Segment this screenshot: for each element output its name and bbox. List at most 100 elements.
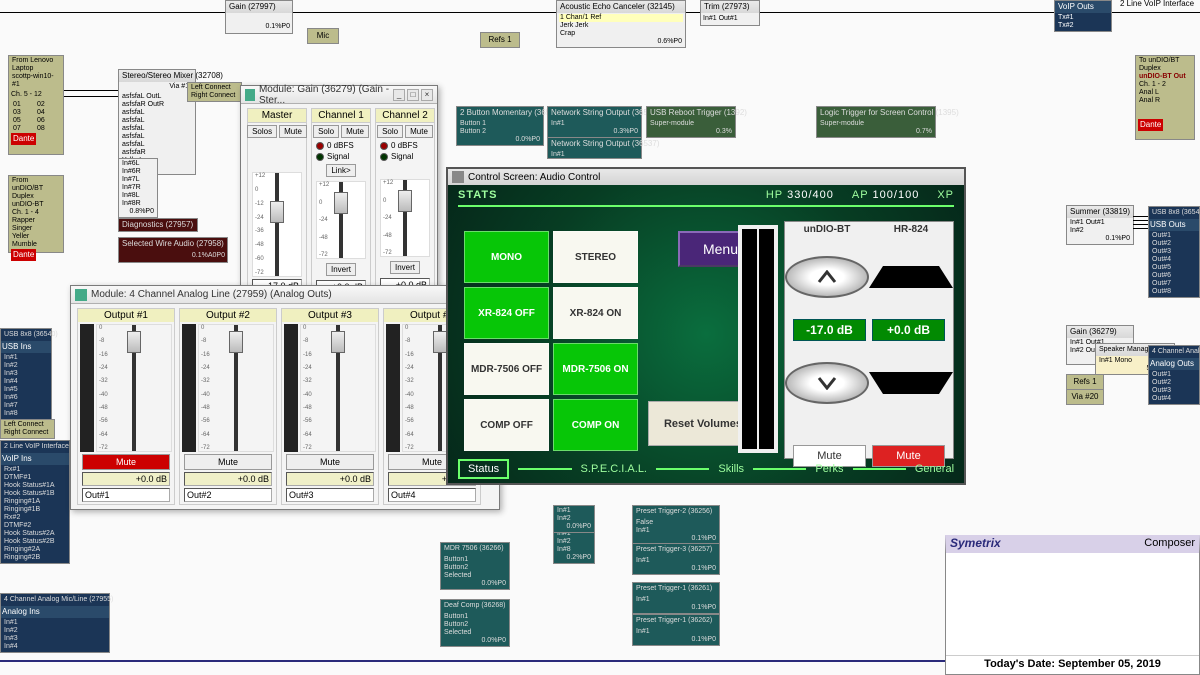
window-title: Module: Gain (36279) (Gain - Ster... [259, 84, 391, 106]
gain-window[interactable]: Module: Gain (36279) (Gain - Ster... _ □… [240, 85, 438, 318]
t: Preset Trigger-1 (36262) [633, 615, 719, 627]
node-selwire[interactable]: Selected Wire Audio (27958) 0.1%A0P0 [118, 237, 228, 263]
vol-down-left[interactable] [785, 362, 869, 404]
node-netstr[interactable]: Network String Output (36536) In#10.3%P0 [547, 106, 642, 138]
control-screen-window[interactable]: Control Screen: Audio Control STATS HP33… [446, 167, 966, 485]
b: Button1Button2Selected0.0%P0 [441, 555, 509, 589]
mode-button[interactable]: STEREO [553, 231, 638, 283]
node-usb8x8-r[interactable]: USB 8x8 (36541) USB Outs Out#1Out#2Out#3… [1148, 206, 1200, 298]
window-titlebar[interactable]: Module: 4 Channel Analog Line (27959) (A… [71, 286, 499, 304]
node-trim[interactable]: Trim (27973) In#1 Out#1 [700, 0, 760, 26]
mode-button[interactable]: MONO [464, 231, 549, 283]
body: 1 Chan/1 Ref Jerk Jerk Crap 0.6%P0 [557, 13, 685, 47]
spk-left-label: unDIO-BT [785, 222, 869, 237]
node-pt2[interactable]: Preset Trigger-3 (36257) In#10.1%P0 [632, 543, 720, 575]
s: USB Ins [1, 341, 51, 353]
invert-button[interactable]: Invert [390, 261, 420, 274]
fader[interactable]: 0-8-16-24-32-40-48-56-64-72 [300, 324, 376, 452]
node-btn-mom[interactable]: 2 Button Momentary (36535) Button 1Butto… [456, 106, 544, 146]
node-lr[interactable]: Left ConnectRight Connect [187, 82, 242, 102]
node-lr2[interactable]: Left ConnectRight Connect [0, 419, 55, 439]
tab-skills[interactable]: Skills [718, 463, 744, 475]
node-mixer-extra[interactable]: In#6LIn#6R In#7LIn#7R In#8LIn#8R 0.8%P0 [118, 158, 158, 218]
mode-button[interactable]: COMP OFF [464, 399, 549, 451]
vol-down-right[interactable] [869, 372, 953, 394]
node-pt3[interactable]: Preset Trigger-1 (36261) In#10.1%P0 [632, 582, 720, 614]
node-deaf[interactable]: Deaf Comp (36268) Button1Button2Selected… [440, 599, 510, 647]
solo-button[interactable]: Solo [313, 125, 339, 138]
meter [386, 324, 400, 452]
mode-button[interactable]: XR-824 ON [553, 287, 638, 339]
out[interactable]: Out#3 [286, 488, 374, 502]
node-mux[interactable]: In#1In#2In#80.2%P0 [553, 528, 595, 564]
divider [458, 205, 954, 207]
fader[interactable]: 0-8-16-24-32-40-48-56-64-72 [96, 324, 172, 452]
invert-button[interactable]: Invert [326, 263, 356, 276]
mode-button[interactable]: MDR-7506 ON [553, 343, 638, 395]
out[interactable]: Out#1 [82, 488, 170, 502]
node-pt4[interactable]: Preset Trigger-1 (36262) In#10.1%P0 [632, 614, 720, 646]
minimize-button[interactable]: _ [393, 89, 405, 101]
b: To unDIO/BT Duplex unDIO-BT Out Ch. 1 - … [1136, 56, 1194, 132]
analog-out-window[interactable]: Module: 4 Channel Analog Line (27959) (A… [70, 285, 500, 510]
t: Gain (36279) [1067, 326, 1133, 338]
mute-button[interactable]: Mute [341, 125, 369, 138]
window-titlebar[interactable]: Control Screen: Audio Control [448, 169, 964, 185]
node-refs1b[interactable]: Refs 1 [1066, 374, 1104, 390]
node-undio-to[interactable]: To unDIO/BT Duplex unDIO-BT Out Ch. 1 - … [1135, 55, 1195, 140]
node-mdr[interactable]: MDR 7506 (36266) Button1Button2Selected0… [440, 542, 510, 590]
solos-button[interactable]: Solos [247, 125, 277, 138]
t: Deaf Comp (36268) [441, 600, 509, 612]
out[interactable]: Out#4 [388, 488, 476, 502]
node-voip2[interactable]: 2 Line VoIP Interface (3 VoIP Ins Rx#1DT… [0, 440, 70, 564]
node-via20[interactable]: Via #20 [1066, 389, 1104, 405]
node-mux2[interactable]: In#1In#20.0%P0 [553, 505, 595, 533]
link-button[interactable]: Link> [326, 164, 355, 177]
node-echo[interactable]: Acoustic Echo Canceler (32145) 1 Chan/1 … [556, 0, 686, 48]
b: Button 1Button 20.0%P0 [457, 119, 543, 145]
node-pt1[interactable]: Preset Trigger-2 (36256) FalseIn#10.1%P0 [632, 505, 720, 545]
db-readout: +0.0 dB [286, 472, 374, 486]
mute-button[interactable]: Mute [279, 125, 307, 138]
mute-button[interactable]: Mute [286, 454, 374, 470]
channel-2: Channel 2 SoloMute 0 dBFS Signal +120-24… [375, 108, 435, 313]
vol-up-right[interactable] [869, 266, 953, 288]
node-lenovo[interactable]: From Lenovo Laptop scottp-win10-#1 Ch. 5… [8, 55, 64, 155]
maximize-button[interactable]: □ [407, 89, 419, 101]
node-mic[interactable]: Mic [307, 28, 339, 44]
node-logictrig[interactable]: Logic Trigger for Screen Control (1395) … [816, 106, 936, 138]
tab-perks[interactable]: Perks [815, 463, 843, 475]
vol-up-left[interactable] [785, 256, 869, 298]
fader[interactable]: +120-12-24-36-48-60-72 [252, 172, 302, 277]
fader[interactable]: +120-24-48-72 [380, 179, 430, 257]
out[interactable]: Out#2 [184, 488, 272, 502]
mode-button[interactable]: MDR-7506 OFF [464, 343, 549, 395]
mode-button[interactable]: COMP ON [553, 399, 638, 451]
node-usbreboot[interactable]: USB Reboot Trigger (1392) Super-module0.… [646, 106, 736, 138]
b: Out#1Out#2Out#3Out#4 [1149, 370, 1199, 404]
solo-button[interactable]: Solo [377, 125, 403, 138]
node-diag[interactable]: Diagnostics (27957) [118, 218, 198, 232]
node-summer[interactable]: Summer (33819) In#1 Out#1In#20.1%P0 [1066, 205, 1134, 245]
t: 2 Button Momentary (36535) [457, 107, 543, 119]
tab-status[interactable]: Status [458, 459, 509, 479]
node-voip-outs[interactable]: VoIP Outs Tx#1Tx#2 [1054, 0, 1112, 32]
node-undio-from[interactable]: From unDIO/BT Duplex unDIO-BT Ch. 1 - 4 … [8, 175, 64, 253]
node-gain-top[interactable]: Gain (27997) 0.1%P0 [225, 0, 293, 34]
node-netstr2[interactable]: Network String Output (36537) In#1 [547, 137, 642, 159]
close-button[interactable]: × [421, 89, 433, 101]
mute-button[interactable]: Mute [184, 454, 272, 470]
mute-button[interactable]: Mute [82, 454, 170, 470]
dbfs: 0 dBFS [391, 141, 418, 150]
fader[interactable]: +120-24-48-72 [316, 181, 366, 259]
node-refs1[interactable]: Refs 1 [480, 32, 520, 48]
mode-button[interactable]: XR-824 OFF [464, 287, 549, 339]
mute-button[interactable]: Mute [405, 125, 433, 138]
node-analog-ins[interactable]: 4 Channel Analog Mic/Line (27955) Analog… [0, 593, 110, 653]
fader[interactable]: 0-8-16-24-32-40-48-56-64-72 [198, 324, 274, 452]
node-usb8x8-l[interactable]: USB 8x8 (36540) USB Ins In#1In#2In#3In#4… [0, 328, 52, 420]
node-analog-outs[interactable]: 4 Channel Analog Li Analog Outs Out#1Out… [1148, 345, 1200, 405]
window-titlebar[interactable]: Module: Gain (36279) (Gain - Ster... _ □… [241, 86, 437, 104]
tab-special[interactable]: S.P.E.C.I.A.L. [581, 463, 647, 475]
tab-general[interactable]: General [915, 463, 954, 475]
